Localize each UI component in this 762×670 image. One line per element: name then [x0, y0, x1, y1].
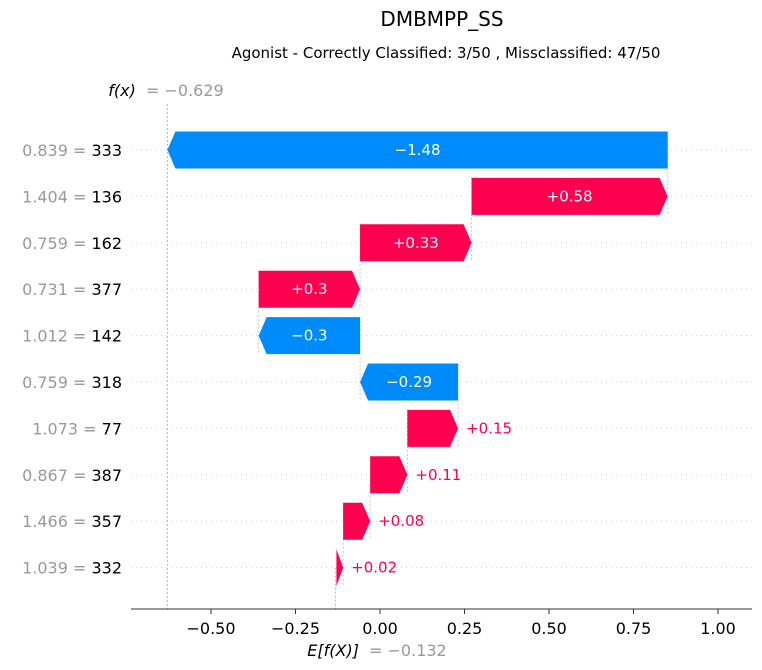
feature-label: 1.073 = 77	[32, 419, 122, 438]
bar-162	[360, 224, 472, 262]
feature-label: 0.839 = 333	[22, 141, 122, 160]
feature-label: 0.759 = 162	[22, 234, 122, 253]
feature-label: 1.466 = 357	[22, 512, 122, 531]
feature-name: 318	[91, 373, 122, 392]
feature-value: 0.759 =	[22, 373, 91, 392]
feature-name: 142	[91, 327, 122, 346]
x-tick-label: 0.25	[447, 619, 483, 638]
bar-357	[343, 502, 371, 540]
bar-value-label: −1.48	[395, 141, 441, 159]
svg-text:E[f(X)] = −0.132: E[f(X)] = −0.132	[307, 641, 446, 660]
x-tick-label: −0.50	[186, 619, 235, 638]
feature-label: 0.867 = 387	[22, 466, 122, 485]
feature-name: 377	[91, 280, 122, 299]
bar-142	[258, 317, 361, 355]
svg-text:f(x) = −0.629: f(x) = −0.629	[108, 81, 223, 100]
feature-value: 1.404 =	[22, 187, 91, 206]
x-tick-label: 0.00	[362, 619, 398, 638]
x-tick-label: 0.50	[531, 619, 567, 638]
bar-77	[407, 409, 459, 447]
bars: −1.48 +0.58 +0.33 +0.3 −0.3 −0.29 +0.15 +0.11 +0…	[167, 131, 668, 587]
feature-value: 1.073 =	[32, 419, 101, 438]
feature-name: 387	[91, 466, 122, 485]
bar-value-label: +0.58	[547, 187, 593, 205]
chart-title: DMBMPP_SS	[380, 7, 503, 31]
bar-value-label: +0.33	[393, 234, 439, 252]
bar-value-label: +0.15	[466, 419, 512, 437]
bar-387	[370, 456, 408, 494]
feature-value: 0.731 =	[22, 280, 91, 299]
x-axis-ticks: −0.50 −0.25 0.00 0.25 0.50 0.75 1.00	[186, 609, 736, 638]
bar-332	[336, 549, 344, 587]
x-tick-label: 0.75	[616, 619, 652, 638]
feature-label: 0.759 = 318	[22, 373, 122, 392]
feature-name: 357	[91, 512, 122, 531]
bar-value-label: +0.3	[291, 280, 327, 298]
bar-value-label: +0.11	[415, 466, 461, 484]
bar-value-label: −0.3	[291, 327, 327, 345]
bar-333	[167, 131, 668, 169]
feature-name: 333	[91, 141, 122, 160]
feature-value: 1.012 =	[22, 327, 91, 346]
feature-label: 1.404 = 136	[22, 187, 122, 206]
feature-name: 332	[91, 559, 122, 578]
fx-annotation: f(x) = −0.629	[108, 81, 223, 100]
feature-name: 136	[91, 187, 122, 206]
feature-value: 0.867 =	[22, 466, 91, 485]
bar-value-label: −0.29	[386, 373, 432, 391]
feature-label: 0.731 = 377	[22, 280, 122, 299]
bar-318	[360, 363, 459, 401]
bar-value-label: +0.08	[378, 512, 424, 530]
feature-value: 0.839 =	[22, 141, 91, 160]
bar-136	[471, 177, 668, 215]
bar-value-label: +0.02	[351, 559, 397, 577]
efx-value: = −0.132	[369, 641, 447, 660]
x-tick-label: −0.25	[271, 619, 320, 638]
fx-value: = −0.629	[146, 81, 224, 100]
x-tick-label: 1.00	[700, 619, 736, 638]
efx-label: E[f(X)]	[307, 641, 359, 660]
bar-377	[258, 270, 361, 308]
feature-value: 1.466 =	[22, 512, 91, 531]
feature-value: 0.759 =	[22, 234, 91, 253]
efx-annotation: E[f(X)] = −0.132	[307, 641, 446, 660]
chart-subtitle: Agonist - Correctly Classified: 3/50 , M…	[232, 44, 661, 62]
feature-value: 1.039 =	[22, 559, 91, 578]
feature-name: 162	[91, 234, 122, 253]
fx-label: f(x)	[108, 81, 136, 100]
feature-name: 77	[102, 419, 122, 438]
y-axis-labels: 0.839 = 333 1.404 = 136 0.759 = 162 0.731 =…	[22, 141, 122, 578]
feature-label: 1.012 = 142	[22, 327, 122, 346]
feature-label: 1.039 = 332	[22, 559, 122, 578]
